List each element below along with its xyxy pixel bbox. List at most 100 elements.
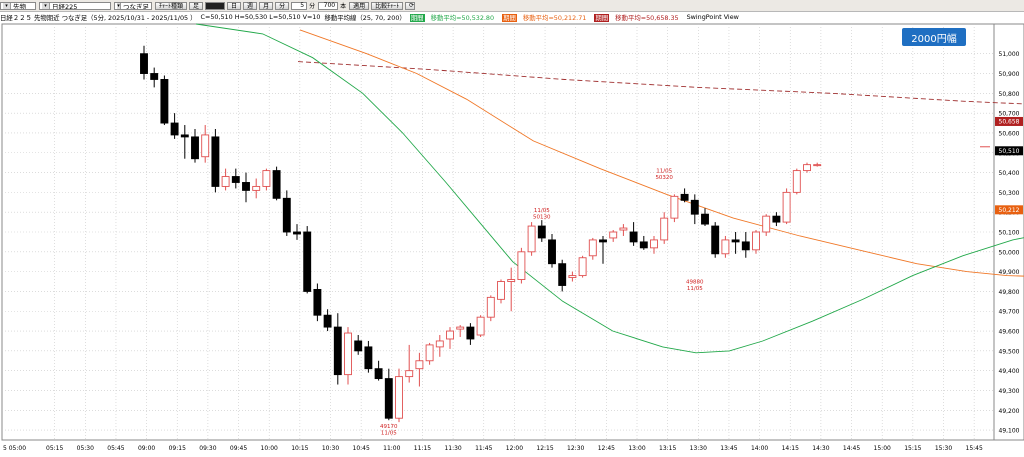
x-tick-label: 09:45 xyxy=(230,445,247,452)
candle xyxy=(486,296,495,318)
compare-chart-button[interactable]: 比較ﾁｬｰﾄ xyxy=(371,1,404,10)
ma-long-label: 期間 移動平均=50,658.35 xyxy=(594,13,679,22)
candle xyxy=(191,136,199,160)
symbol-select[interactable]: ▾ 日経225 xyxy=(39,1,111,10)
candle xyxy=(425,344,434,362)
interval-unit: 分 xyxy=(309,3,316,10)
y-tick-label: 49,700 xyxy=(999,309,1020,316)
color-box[interactable] xyxy=(205,1,226,10)
x-tick-label: 12:00 xyxy=(506,445,523,452)
price-label: 50,212 xyxy=(999,207,1020,214)
x-tick-label: 11:45 xyxy=(475,445,492,452)
candle xyxy=(639,241,648,249)
candle xyxy=(303,231,312,292)
x-tick-label: 11:30 xyxy=(444,445,461,452)
price-label-bg xyxy=(995,116,1023,126)
candle xyxy=(497,281,505,300)
chevron-down-icon: ▾ xyxy=(3,2,11,9)
candle xyxy=(231,176,240,183)
swing-annotation: 49170 xyxy=(380,424,398,430)
swing-annotation: 11/05 xyxy=(381,431,397,437)
candle xyxy=(762,215,771,233)
y-tick-label: 50,400 xyxy=(999,170,1020,177)
count-unit: 本 xyxy=(340,3,347,10)
price-label: 50,510 xyxy=(999,148,1020,155)
x-tick-label: 15:15 xyxy=(904,445,921,452)
candle xyxy=(333,326,342,376)
candle xyxy=(741,241,750,251)
swing-annotation: 49880 xyxy=(686,280,704,286)
y-tick-label: 49,500 xyxy=(999,348,1020,355)
chart-type-button[interactable]: ﾁｬｰﾄ種類 xyxy=(155,1,188,10)
refresh-icon[interactable]: ⟳ xyxy=(405,1,416,10)
y-tick-label: 49,900 xyxy=(999,269,1020,276)
candle xyxy=(344,332,352,376)
x-tick-label: 15:30 xyxy=(935,445,952,452)
x-tick-label: 13:45 xyxy=(720,445,737,452)
candle xyxy=(364,346,373,370)
candle xyxy=(680,193,689,201)
x-tick-label: 10:30 xyxy=(322,445,339,452)
candle xyxy=(446,330,454,340)
ma-long-line xyxy=(297,61,1024,105)
count-input[interactable]: 700 xyxy=(318,1,339,10)
candle xyxy=(476,316,485,336)
y-tick-label: 49,300 xyxy=(999,388,1020,395)
candle xyxy=(609,231,618,239)
y-tick-label: 49,600 xyxy=(999,329,1020,336)
minute-button[interactable]: 分 xyxy=(275,1,290,10)
candle xyxy=(813,164,822,167)
candle xyxy=(701,213,709,225)
range-badge: 2000円幅 xyxy=(902,28,966,46)
candle xyxy=(731,239,740,243)
x-tick-label: 15:00 xyxy=(874,445,891,452)
price-label-bg xyxy=(995,146,1023,156)
candle xyxy=(354,340,363,352)
info-bar: 日経２２５ 先物期近 つなぎ足（5分, 2025/10/31 - 2025/11… xyxy=(0,12,1024,22)
interval-input[interactable]: 5 xyxy=(291,1,308,10)
x-tick-label: 05:30 xyxy=(77,445,94,452)
x-tick-label: 14:30 xyxy=(812,445,829,452)
chevron-down-icon: ▾ xyxy=(117,2,121,9)
swing-annotation: 50130 xyxy=(533,215,551,221)
candle xyxy=(262,170,271,187)
candle xyxy=(772,215,781,223)
contract-select[interactable]: ▾ つなぎ足 xyxy=(114,1,152,10)
candle xyxy=(752,231,760,251)
day-button[interactable]: 日 xyxy=(227,1,242,10)
x-tick-label: 13:00 xyxy=(628,445,645,452)
x-tick-label: 10:45 xyxy=(353,445,370,452)
ma-settings: 移動平均線（25, 70, 200） xyxy=(324,13,406,22)
x-tick-label: 12:30 xyxy=(567,445,584,452)
candle xyxy=(456,326,465,330)
candle xyxy=(221,176,230,187)
week-button[interactable]: 週 xyxy=(243,1,258,10)
x-tick-label: 09:30 xyxy=(199,445,216,452)
price-label: 50,658 xyxy=(999,119,1020,126)
candle xyxy=(374,368,383,380)
candle xyxy=(211,136,220,187)
market-select[interactable]: ▾ 先物 xyxy=(0,1,36,10)
y-tick-label: 49,400 xyxy=(999,368,1020,375)
x-tick-label: 11:15 xyxy=(414,445,431,452)
candle xyxy=(160,79,169,124)
apply-button[interactable]: 適用 xyxy=(349,1,370,10)
chart-title: 日経２２５ 先物期近 つなぎ足（5分, 2025/10/31 - 2025/11… xyxy=(0,13,197,22)
candle xyxy=(670,195,679,219)
y-tick-label: 49,100 xyxy=(999,428,1020,435)
month-button[interactable]: 月 xyxy=(259,1,274,10)
bar-button[interactable]: 足 xyxy=(189,1,204,10)
candle xyxy=(252,185,261,191)
candle xyxy=(558,263,567,286)
y-tick-label: 51,000 xyxy=(999,51,1020,58)
x-tick-label: 15:45 xyxy=(966,445,983,452)
candle xyxy=(537,225,546,239)
candle xyxy=(619,227,628,231)
x-tick-label: 05:45 xyxy=(107,445,124,452)
candle xyxy=(466,326,475,340)
candle xyxy=(721,239,730,255)
ma-mid-label: 期間 移動平均=50,212.71 xyxy=(502,13,587,22)
candle xyxy=(282,197,291,233)
x-tick-label-first: 5 05:00 xyxy=(3,445,26,452)
chevron-down-icon: ▾ xyxy=(42,2,50,9)
